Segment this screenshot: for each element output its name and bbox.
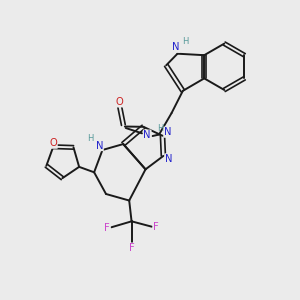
Text: H: H <box>183 37 189 46</box>
Text: O: O <box>50 138 57 148</box>
Text: N: N <box>165 154 172 164</box>
Text: N: N <box>96 140 103 151</box>
Text: N: N <box>164 127 172 137</box>
Text: H: H <box>157 124 163 133</box>
Text: H: H <box>87 134 93 143</box>
Text: N: N <box>143 130 151 140</box>
Text: F: F <box>104 223 110 233</box>
Text: F: F <box>153 222 159 232</box>
Text: F: F <box>129 243 134 253</box>
Text: O: O <box>116 97 124 107</box>
Text: N: N <box>172 42 180 52</box>
